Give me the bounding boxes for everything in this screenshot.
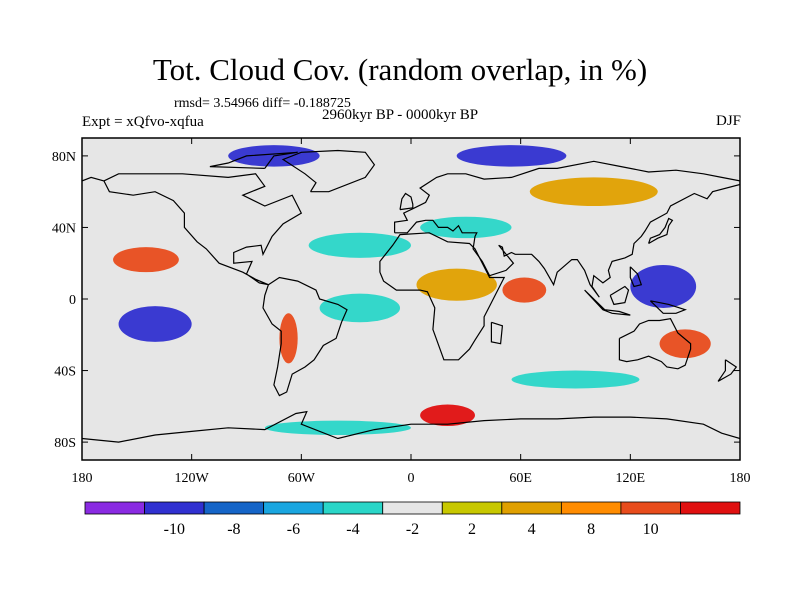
coastline — [717, 359, 738, 382]
anomaly-region — [118, 306, 192, 342]
colorbar: -10 -8 -6 -4 -2 2 4 8 10 — [84, 501, 741, 538]
colorbar-swatch — [322, 501, 384, 515]
anomaly-region — [420, 404, 475, 427]
colorbar-label: -2 — [406, 521, 419, 538]
lat-tick-label: 40S — [54, 365, 76, 380]
coastline — [609, 285, 630, 306]
colorbar-swatch — [84, 501, 145, 515]
anomaly-region — [279, 313, 298, 364]
coastline — [262, 276, 348, 397]
anomaly-region — [502, 277, 547, 303]
colorbar-label: -10 — [164, 521, 185, 538]
coastline — [649, 300, 687, 314]
plot-title: Tot. Cloud Cov. (random overlap, in %) — [152, 52, 648, 87]
coastline — [618, 318, 692, 370]
anomaly-region — [308, 232, 412, 258]
anomaly-region — [529, 177, 658, 206]
colorbar-swatch — [501, 501, 562, 515]
stats-text: rmsd= 3.54966 diff= -0.188725 — [174, 96, 351, 111]
anomaly-region — [319, 293, 401, 323]
colorbar-swatch — [441, 501, 503, 515]
lon-tick-label: 60E — [509, 471, 532, 486]
colorbar-label: -8 — [227, 521, 240, 538]
axis-ticks: 180 120W 60W 0 60E 120E 180 80N 40N 0 40S 80S — [52, 138, 751, 486]
lon-tick-label: 120E — [616, 471, 646, 486]
colorbar-label: 2 — [468, 521, 476, 538]
coastline — [209, 151, 298, 169]
anomaly-region — [511, 370, 640, 389]
coastline — [82, 176, 105, 182]
period-label: 2960kyr BP - 0000kyr BP — [322, 107, 479, 123]
colorbar-swatch — [144, 501, 205, 515]
coastline — [281, 149, 376, 193]
lon-tick-label: 60W — [288, 471, 316, 486]
lat-tick-label: 80N — [52, 150, 76, 165]
coastlines — [82, 149, 740, 443]
coastline — [82, 410, 740, 443]
colorbar-label: -4 — [346, 521, 359, 538]
coastline — [379, 232, 506, 361]
lon-tick-label: 120W — [175, 471, 210, 486]
experiment-label: Expt = xQfvo-xqfua — [82, 114, 204, 130]
anomaly-region — [659, 329, 711, 359]
coastline — [490, 321, 504, 345]
colorbar-swatch — [680, 501, 741, 515]
lat-tick-label: 80S — [54, 436, 76, 451]
colorbar-label: -6 — [287, 521, 300, 538]
anomaly-region — [416, 268, 497, 301]
anomaly-region — [113, 247, 179, 273]
colorbar-swatch — [263, 501, 324, 515]
coastline — [584, 289, 631, 316]
colorbar-swatch — [382, 501, 443, 515]
lon-tick-label: 180 — [730, 471, 751, 486]
coastline — [103, 173, 303, 286]
anomaly-region — [630, 265, 697, 308]
colorbar-label: 4 — [528, 521, 536, 538]
lat-tick-label: 0 — [69, 293, 76, 308]
anomaly-region — [420, 216, 512, 239]
coastline — [394, 160, 740, 298]
coastline — [648, 217, 674, 245]
colorbar-label: 10 — [643, 521, 659, 538]
lat-tick-label: 40N — [52, 221, 76, 236]
coastline — [399, 192, 414, 211]
season-label: DJF — [715, 113, 741, 129]
coastline — [629, 266, 643, 288]
colorbar-swatch — [560, 501, 622, 515]
colorbar-label: 8 — [587, 521, 595, 538]
lon-tick-label: 0 — [408, 471, 415, 486]
colorbar-swatch — [620, 501, 681, 515]
anomaly-region — [456, 145, 567, 167]
colorbar-swatch — [203, 501, 265, 515]
anomaly-layer — [113, 145, 711, 435]
lon-tick-label: 180 — [72, 471, 93, 486]
